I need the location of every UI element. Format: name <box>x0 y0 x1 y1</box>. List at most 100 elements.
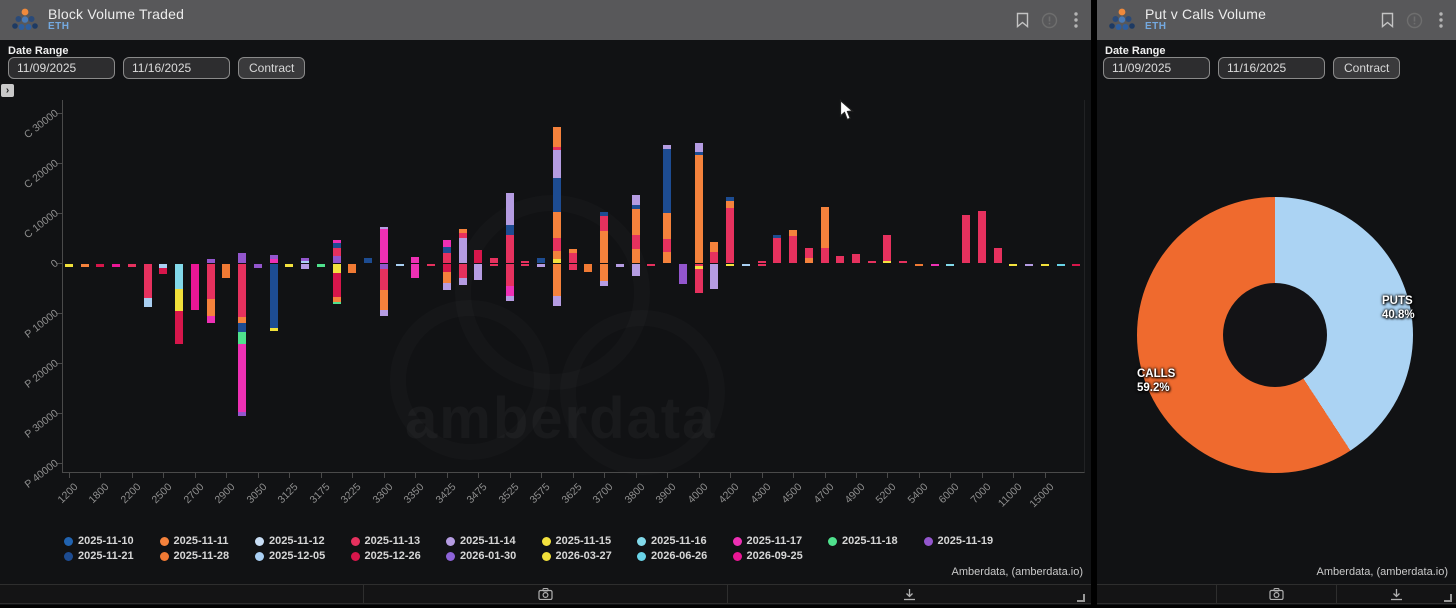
put-bar-segment[interactable] <box>505 264 514 286</box>
call-bar-segment[interactable] <box>442 240 451 247</box>
call-bar-segment[interactable] <box>364 258 373 263</box>
call-bar-segment[interactable] <box>694 152 703 155</box>
call-bar-segment[interactable] <box>710 241 719 252</box>
put-bar-segment[interactable] <box>442 271 451 283</box>
resize-handle[interactable] <box>1444 594 1452 602</box>
put-bar-segment[interactable] <box>647 264 656 266</box>
call-bar-segment[interactable] <box>552 251 561 259</box>
put-bar-segment[interactable] <box>238 411 247 416</box>
put-bar-segment[interactable] <box>914 264 923 266</box>
contract-button[interactable]: Contract <box>1333 57 1401 79</box>
put-bar-segment[interactable] <box>757 264 766 266</box>
resize-handle[interactable] <box>1077 594 1085 602</box>
put-bar-segment[interactable] <box>112 264 121 267</box>
call-bar-segment[interactable] <box>568 249 577 253</box>
put-bar-segment[interactable] <box>1009 264 1018 266</box>
put-bar-segment[interactable] <box>1025 264 1034 266</box>
toolbar-empty-cell[interactable] <box>1097 585 1217 603</box>
call-bar-segment[interactable] <box>379 226 388 229</box>
put-bar-segment[interactable] <box>348 264 357 273</box>
legend-item[interactable]: 2025-11-11 <box>159 535 256 547</box>
call-bar-segment[interactable] <box>631 205 640 209</box>
call-bar-segment[interactable] <box>269 258 278 263</box>
download-button[interactable] <box>728 585 1091 603</box>
call-bar-segment[interactable] <box>899 261 908 263</box>
put-bar-segment[interactable] <box>1056 264 1065 266</box>
put-bar-segment[interactable] <box>238 316 247 323</box>
put-bar-segment[interactable] <box>411 264 420 278</box>
info-icon[interactable] <box>1040 11 1058 29</box>
put-bar-segment[interactable] <box>159 267 168 274</box>
put-bar-segment[interactable] <box>442 282 451 290</box>
download-button[interactable] <box>1337 585 1456 603</box>
put-bar-segment[interactable] <box>238 331 247 344</box>
legend-item[interactable]: 2025-11-21 <box>64 550 160 562</box>
put-bar-segment[interactable] <box>332 272 341 297</box>
call-bar-segment[interactable] <box>458 229 467 233</box>
legend-item[interactable]: 2025-12-26 <box>350 550 447 562</box>
put-bar-segment[interactable] <box>80 264 89 267</box>
put-bar-segment[interactable] <box>442 264 451 272</box>
call-bar-segment[interactable] <box>757 260 766 263</box>
camera-snapshot-button[interactable] <box>1217 585 1337 603</box>
put-bar-segment[interactable] <box>175 264 184 289</box>
put-bar-segment[interactable] <box>474 264 483 280</box>
call-bar-segment[interactable] <box>852 254 860 263</box>
put-bar-segment[interactable] <box>395 264 404 266</box>
call-bar-segment[interactable] <box>474 250 483 263</box>
put-bar-segment[interactable] <box>190 264 199 310</box>
call-bar-segment[interactable] <box>726 201 735 208</box>
put-bar-segment[interactable] <box>521 264 530 266</box>
call-bar-segment[interactable] <box>505 225 514 235</box>
put-bar-segment[interactable] <box>427 264 436 266</box>
camera-snapshot-button[interactable] <box>364 585 728 603</box>
put-bar-segment[interactable] <box>741 264 750 266</box>
put-bar-segment[interactable] <box>332 296 341 302</box>
call-bar-segment[interactable] <box>458 233 467 238</box>
put-bar-segment[interactable] <box>379 289 388 310</box>
call-bar-segment[interactable] <box>238 253 247 263</box>
call-bar-segment[interactable] <box>505 193 514 225</box>
call-bar-segment[interactable] <box>332 243 341 248</box>
call-bar-segment[interactable] <box>537 258 546 263</box>
put-bar-segment[interactable] <box>552 296 561 306</box>
call-bar-segment[interactable] <box>631 208 640 235</box>
call-bar-segment[interactable] <box>301 260 310 263</box>
call-bar-segment[interactable] <box>962 215 971 263</box>
put-bar-segment[interactable] <box>175 289 184 311</box>
legend-item[interactable]: 2025-11-17 <box>732 535 829 547</box>
call-bar-segment[interactable] <box>458 238 467 263</box>
call-bar-segment[interactable] <box>663 212 672 239</box>
end-date-input[interactable] <box>123 57 230 79</box>
put-bar-segment[interactable] <box>537 264 546 267</box>
call-bar-segment[interactable] <box>977 211 986 263</box>
kebab-menu-icon[interactable] <box>1067 11 1085 29</box>
call-bar-segment[interactable] <box>836 255 845 263</box>
put-bar-segment[interactable] <box>96 264 105 267</box>
put-bar-segment[interactable] <box>615 264 624 267</box>
put-bar-segment[interactable] <box>65 264 73 267</box>
put-bar-segment[interactable] <box>694 269 703 293</box>
call-bar-segment[interactable] <box>600 215 609 231</box>
put-bar-segment[interactable] <box>489 264 498 266</box>
call-bar-segment[interactable] <box>883 261 892 263</box>
put-bar-segment[interactable] <box>143 264 152 298</box>
put-bar-segment[interactable] <box>584 264 593 272</box>
call-bar-segment[interactable] <box>489 258 498 263</box>
call-bar-segment[interactable] <box>332 255 341 263</box>
call-bar-segment[interactable] <box>206 259 215 263</box>
bookmark-icon[interactable] <box>1013 11 1031 29</box>
put-bar-segment[interactable] <box>600 281 609 286</box>
legend-item[interactable]: 2025-11-28 <box>159 550 256 562</box>
call-bar-segment[interactable] <box>694 143 703 152</box>
put-bar-segment[interactable] <box>379 269 388 290</box>
put-bar-segment[interactable] <box>458 277 467 285</box>
put-bar-segment[interactable] <box>238 264 247 317</box>
contract-button[interactable]: Contract <box>238 57 306 79</box>
legend-item[interactable]: 2025-11-10 <box>64 535 160 547</box>
put-bar-segment[interactable] <box>143 298 152 307</box>
put-bar-segment[interactable] <box>694 265 703 269</box>
call-bar-segment[interactable] <box>631 235 640 249</box>
call-bar-segment[interactable] <box>726 208 735 263</box>
call-bar-segment[interactable] <box>631 248 640 263</box>
